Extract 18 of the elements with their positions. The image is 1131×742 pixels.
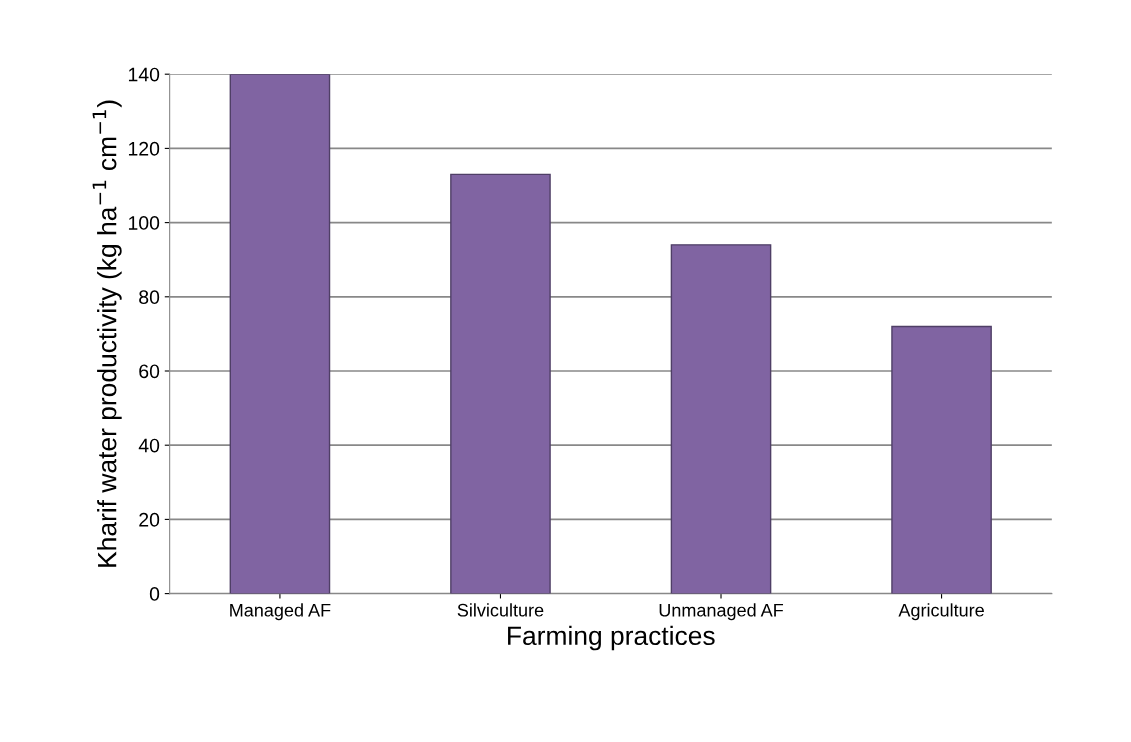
y-tick-label: 120 (128, 141, 160, 156)
x-tick-label: Unmanaged AF (659, 603, 784, 621)
y-tick-label: 0 (149, 587, 160, 601)
bar (229, 74, 331, 594)
x-tick-label: Agriculture (898, 603, 984, 621)
y-tick-label: 140 (128, 67, 160, 82)
y-tick-label: 20 (139, 512, 160, 527)
y-tick-label: 100 (128, 216, 160, 230)
y-tick-label: 40 (138, 438, 160, 453)
bar (891, 325, 992, 594)
y-tick-label: 60 (139, 364, 160, 379)
x-tick-label: Silviculture (457, 603, 544, 617)
y-tick-label: 80 (139, 290, 160, 305)
x-tick-label: Managed AF (230, 603, 331, 621)
y-axis-title: Kharif water productivity (kg ha$^{−1}$ cm$^{−1}$) (92, 100, 122, 567)
bar (670, 244, 772, 594)
bar (450, 173, 551, 594)
x-axis-title: Farming practices (508, 625, 715, 651)
